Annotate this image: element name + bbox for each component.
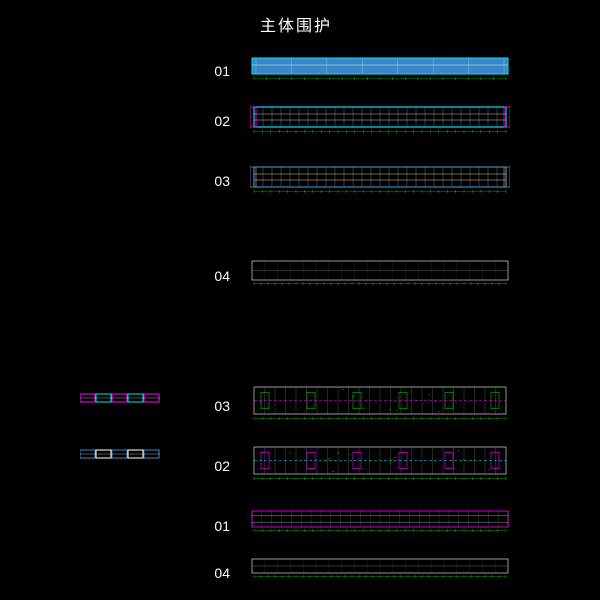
structural-drawing — [250, 105, 510, 133]
structural-drawing — [250, 165, 510, 193]
drawing-label: 01 — [200, 63, 230, 79]
structural-drawing — [250, 445, 510, 480]
drawing-label: 02 — [200, 113, 230, 129]
drawing-label: 04 — [200, 565, 230, 581]
page-title: 主体围护 — [260, 12, 332, 36]
drawing-label: 03 — [200, 173, 230, 189]
drawing-label: 02 — [200, 458, 230, 474]
structural-drawing — [250, 55, 510, 80]
drawing-label: 03 — [200, 398, 230, 414]
legend-swatch — [80, 448, 160, 460]
drawing-label: 01 — [200, 518, 230, 534]
structural-drawing — [250, 260, 510, 285]
structural-drawing — [250, 558, 510, 578]
drawing-label: 04 — [200, 268, 230, 284]
structural-drawing — [250, 510, 510, 532]
structural-drawing — [250, 385, 510, 420]
legend-swatch — [80, 392, 160, 404]
